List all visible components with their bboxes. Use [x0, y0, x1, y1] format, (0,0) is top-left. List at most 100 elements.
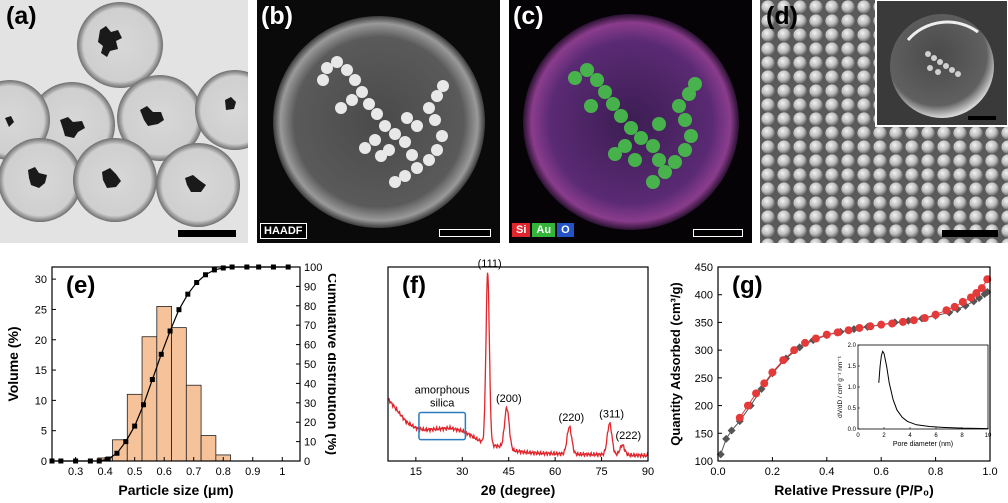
cumulative-point: [211, 267, 217, 273]
y-tick-label: 100: [695, 456, 713, 468]
cumulative-point: [194, 280, 200, 286]
y2-tick-label: 30: [304, 398, 316, 410]
panel-label: (d): [766, 2, 798, 30]
cumulative-point: [167, 328, 173, 334]
x-tick-label: 0.6: [874, 466, 889, 478]
adsorption-point: [795, 343, 804, 352]
y-tick-label: 150: [695, 428, 713, 440]
cumulative-point: [158, 351, 164, 357]
desorption-point: [931, 310, 940, 319]
x-tick-label: 0.8: [928, 466, 943, 478]
inset-y-tick-label: 1.0: [848, 385, 857, 391]
panel-d-sem: (d): [760, 0, 1008, 243]
y2-tick-label: 100: [304, 262, 322, 274]
cumulative-point: [105, 456, 111, 462]
desorption-point: [735, 413, 744, 422]
cumulative-point: [123, 439, 129, 445]
inset-x-tick-label: 2: [882, 433, 886, 439]
legend-si: Si: [512, 223, 531, 237]
panel-label: (c): [513, 2, 544, 30]
y-tick-label: 10: [35, 395, 47, 407]
legend-au: Au: [532, 223, 556, 237]
x-axis-label: Particle size (μm): [118, 482, 233, 498]
haadf-image: [257, 0, 500, 243]
y-axis-label: Volume (%): [5, 326, 21, 401]
x-tick-label: 0.4: [819, 466, 834, 478]
x-tick-label: 75: [595, 466, 607, 478]
haadf-tag: HAADF: [260, 223, 307, 239]
y2-tick-label: 90: [304, 281, 316, 293]
x-tick-label: 1: [279, 466, 285, 478]
y-tick-label: 30: [35, 274, 47, 286]
x-tick-label: 0.2: [765, 466, 780, 478]
x-tick-label: 60: [549, 466, 561, 478]
scale-bar: [439, 229, 491, 237]
desorption-point: [790, 346, 799, 355]
peak-label: (200): [496, 393, 522, 405]
y-tick-label: 25: [35, 304, 47, 316]
x-axis-label: 2θ (degree): [481, 482, 555, 498]
x-tick-label: 0.6: [157, 466, 172, 478]
annotation-label: amorphous: [415, 385, 471, 397]
inset-x-tick-label: 8: [960, 433, 964, 439]
inset-x-tick-label: 10: [985, 433, 992, 439]
desorption-point: [779, 356, 788, 365]
desorption-point: [942, 306, 951, 315]
bar: [141, 336, 158, 462]
inset-frame: [857, 344, 989, 430]
chart-g-isotherm: 0.0 0.2 0.4 0.6 0.8 1.01001502002503003504004…: [668, 262, 998, 498]
y-tick-label: 450: [695, 262, 713, 274]
y2-tick-label: 60: [304, 340, 316, 352]
desorption-point: [977, 284, 986, 293]
plot-frame: [387, 266, 649, 462]
bar: [200, 435, 217, 462]
y-tick-label: 20: [35, 335, 47, 347]
desorption-point: [972, 289, 981, 298]
y-tick-label: 5: [41, 426, 47, 438]
adsorption-point: [757, 384, 766, 393]
y-axis-label: Quantity Adsorbed (cm³/g): [668, 282, 683, 445]
gold-cluster: [317, 56, 449, 188]
panel-a-tem: (a): [0, 0, 248, 243]
inset-pore-curve: [878, 350, 989, 430]
y2-tick-label: 0: [304, 456, 310, 468]
desorption-point: [983, 275, 992, 284]
sem-inset: [875, 0, 1008, 127]
y-tick-label: 250: [695, 373, 713, 385]
inset-x-axis-label: Pore diameter (nm): [893, 441, 953, 448]
panel-label: (e): [66, 272, 95, 299]
x-tick-label: 15: [410, 466, 422, 478]
desorption-point: [966, 293, 975, 302]
peak-label: (111): [478, 258, 502, 270]
y2-tick-label: 50: [304, 359, 316, 371]
desorption-point: [855, 323, 864, 332]
y-tick-label: 15: [35, 365, 47, 377]
desorption-point: [866, 322, 875, 331]
desorption-point: [877, 320, 886, 329]
adsorption-point: [722, 434, 731, 443]
x-tick-label: 0.9: [245, 466, 260, 478]
scale-bar: [693, 229, 743, 237]
y-tick-label: 0: [41, 456, 47, 468]
inset-x-tick-label: 4: [908, 433, 912, 439]
bar: [185, 384, 202, 462]
cumulative-point: [141, 402, 147, 408]
y2-tick-label: 20: [304, 417, 316, 429]
y2-tick-label: 40: [304, 378, 316, 390]
cumulative-point: [132, 423, 138, 429]
panel-label: (b): [261, 2, 293, 30]
x-tick-label: 0.0: [710, 466, 725, 478]
inset-scale-bar: [968, 116, 996, 120]
peak-label: (311): [599, 409, 624, 421]
desorption-point: [920, 313, 929, 322]
x-tick-label: 45: [503, 466, 515, 478]
inset-y-tick-label: 0.5: [848, 406, 857, 412]
amorphous-silica-box: [418, 411, 467, 441]
inset-y-tick-label: 0.0: [848, 427, 857, 433]
sem-image: [760, 0, 1008, 243]
chart-e-size-distribution: 0.3 0.4 0.5 0.6 0.7 0.8 0.9 1051015202530010203…: [5, 262, 336, 498]
x-tick-label: 0.5: [127, 466, 142, 478]
cumulative-point: [203, 272, 209, 278]
desorption-point: [909, 316, 918, 325]
tem-micrograph: [0, 0, 248, 243]
